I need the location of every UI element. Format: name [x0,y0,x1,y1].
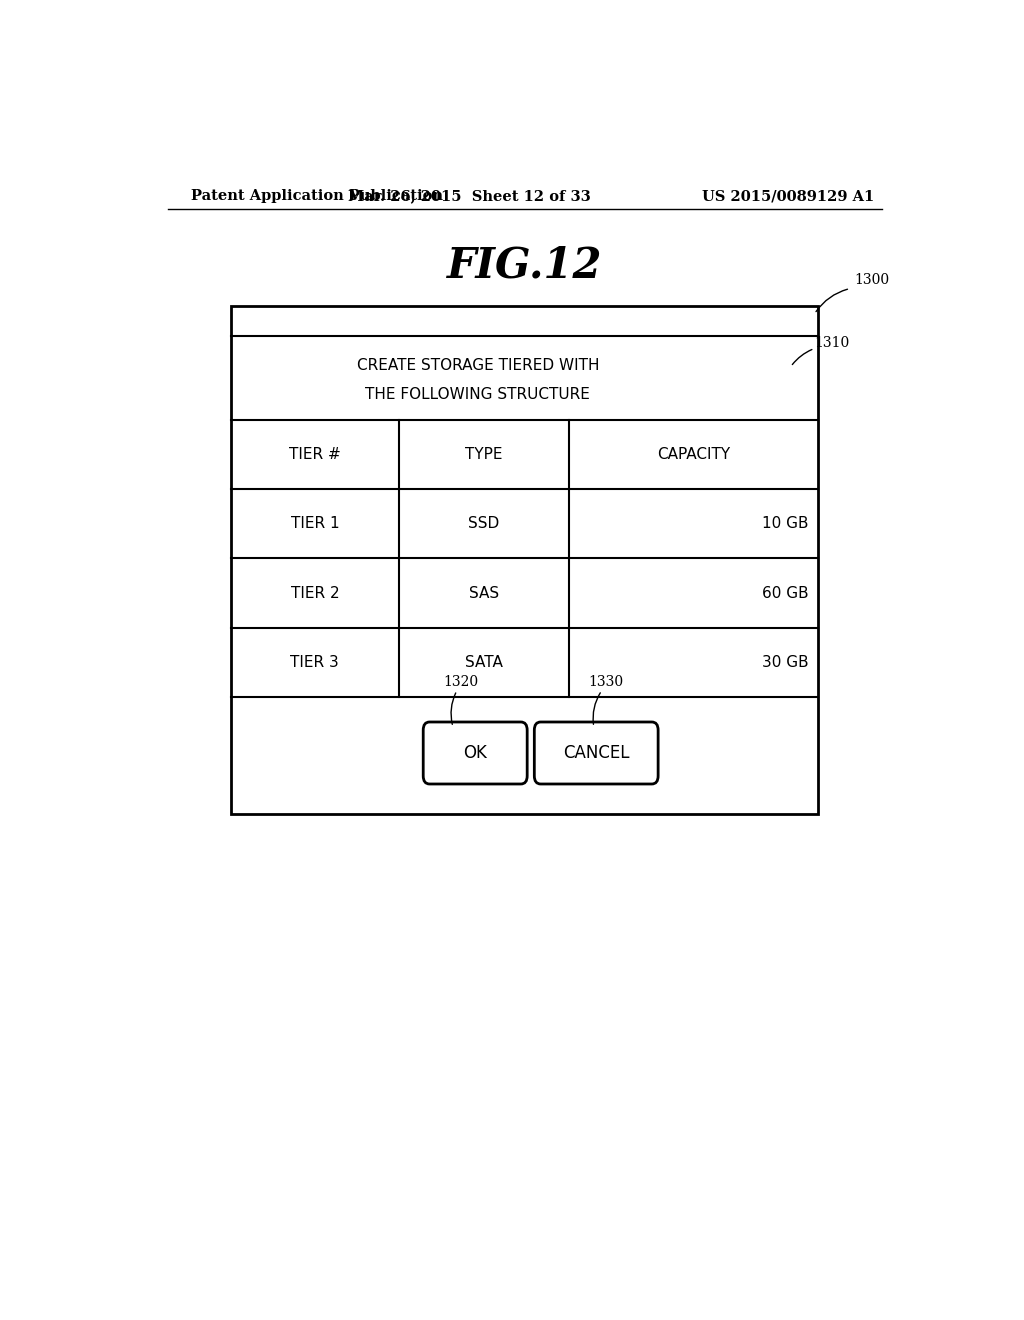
Text: TIER 2: TIER 2 [291,586,339,601]
Text: US 2015/0089129 A1: US 2015/0089129 A1 [701,189,873,203]
Text: OK: OK [463,744,487,762]
Text: SAS: SAS [469,586,499,601]
Text: Patent Application Publication: Patent Application Publication [191,189,443,203]
Text: 1320: 1320 [443,676,478,689]
Text: 10 GB: 10 GB [763,516,809,531]
Text: 30 GB: 30 GB [762,655,809,671]
Text: TYPE: TYPE [465,446,503,462]
Text: SATA: SATA [465,655,503,671]
Text: 1330: 1330 [588,676,624,689]
Text: CAPACITY: CAPACITY [657,446,730,462]
Text: FIG.12: FIG.12 [447,244,602,286]
FancyBboxPatch shape [423,722,527,784]
Text: Mar. 26, 2015  Sheet 12 of 33: Mar. 26, 2015 Sheet 12 of 33 [348,189,591,203]
Text: 1300: 1300 [854,273,889,288]
Bar [231,306,818,814]
Text: SSD: SSD [468,516,500,531]
Text: CANCEL: CANCEL [563,744,630,762]
Text: THE FOLLOWING STRUCTURE: THE FOLLOWING STRUCTURE [366,387,590,403]
Text: 1310: 1310 [814,337,850,350]
Text: CREATE STORAGE TIERED WITH: CREATE STORAGE TIERED WITH [356,358,599,374]
Text: TIER 1: TIER 1 [291,516,339,531]
Text: TIER #: TIER # [289,446,341,462]
FancyBboxPatch shape [535,722,658,784]
Text: TIER 3: TIER 3 [291,655,339,671]
Text: 60 GB: 60 GB [762,586,809,601]
